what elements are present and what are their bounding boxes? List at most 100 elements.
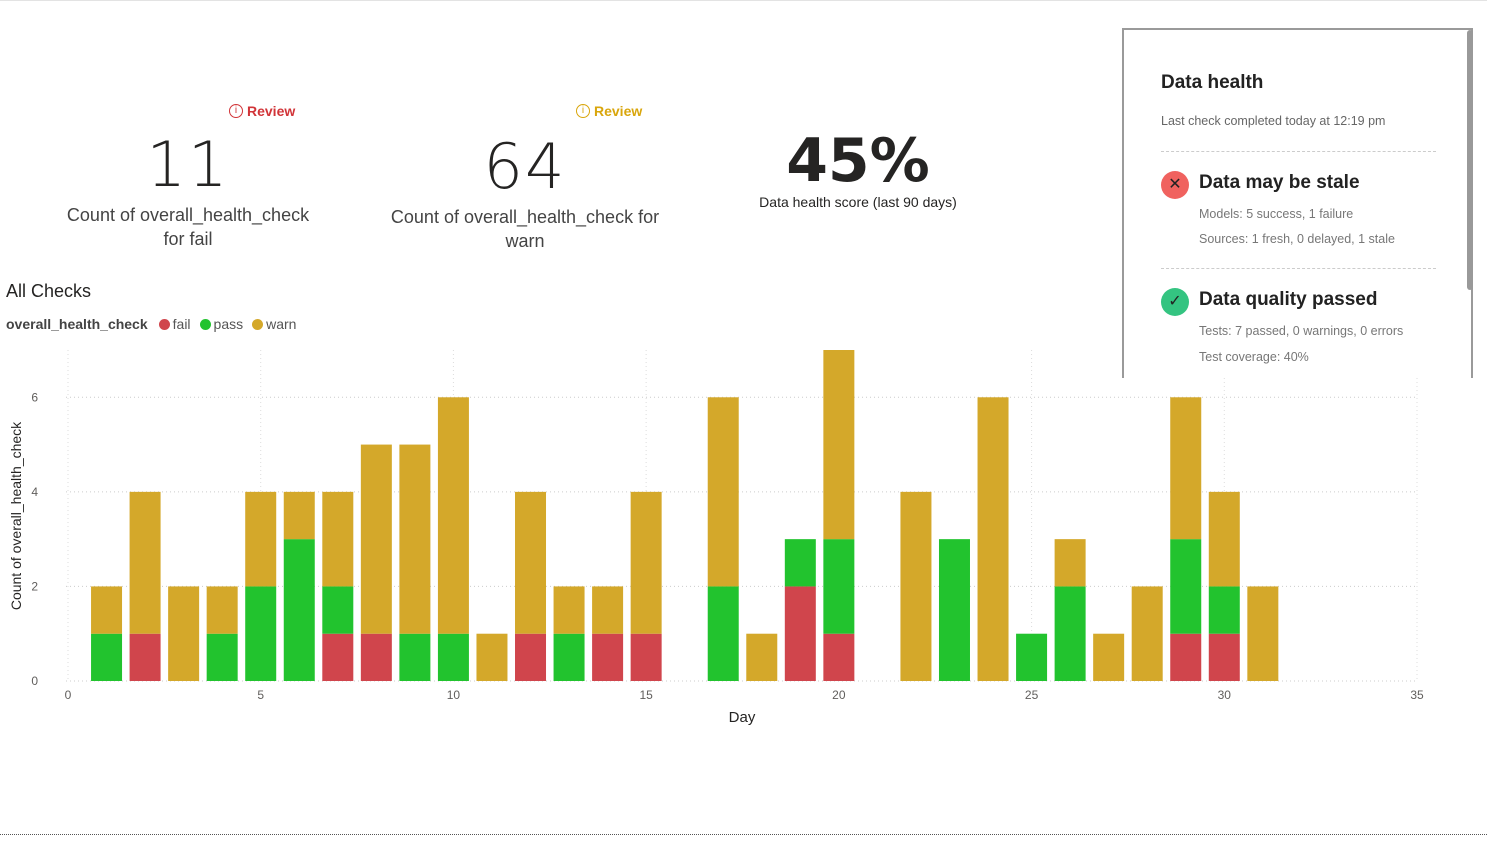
bar-pass-day-6[interactable]: [283, 539, 315, 681]
x-tick-label: 35: [1410, 688, 1424, 702]
panel-scrollbar[interactable]: [1467, 30, 1473, 290]
bar-pass-day-20[interactable]: [823, 539, 855, 634]
stale-title: Data may be stale: [1199, 172, 1360, 193]
bar-warn-day-10[interactable]: [437, 397, 469, 634]
sources-text: Sources: 1 fresh, 0 delayed, 1 stale: [1199, 232, 1395, 246]
fail-review-label: Review: [247, 103, 296, 119]
info-icon: i: [229, 104, 243, 118]
bar-warn-day-2[interactable]: [129, 491, 161, 634]
bar-warn-day-12[interactable]: [515, 491, 547, 634]
stacked-bar-chart: 0 2 4 6 0 5 10 15 20 25 30 35 Day Count of overall_…: [8, 350, 1424, 726]
bar-warn-day-27[interactable]: [1093, 633, 1125, 681]
y-tick-label: 2: [31, 579, 38, 593]
bar-warn-day-8[interactable]: [360, 444, 392, 634]
bar-warn-day-17[interactable]: [707, 397, 739, 587]
bar-fail-day-19[interactable]: [784, 586, 816, 681]
bar-fail-day-30[interactable]: [1208, 633, 1240, 681]
bar-pass-day-13[interactable]: [553, 633, 585, 681]
chart-title: All Checks: [6, 281, 92, 301]
legend-fail-label[interactable]: fail: [172, 316, 191, 332]
x-tick-label: 20: [832, 688, 846, 702]
y-axis-label: Count of overall_health_check: [8, 421, 24, 610]
bar-fail-day-20[interactable]: [823, 633, 855, 681]
tests-text: Tests: 7 passed, 0 warnings, 0 errors: [1199, 324, 1404, 338]
bar-fail-day-12[interactable]: [515, 633, 547, 681]
info-icon: i: [576, 104, 590, 118]
warn-caption-1: Count of overall_health_check for: [390, 207, 660, 227]
bar-pass-day-25[interactable]: [1016, 633, 1048, 681]
divider: [1161, 151, 1436, 152]
bar-pass-day-9[interactable]: [399, 633, 431, 681]
fail-kpi-card: 11 Count of overall_health_check for fai…: [40, 128, 336, 251]
chart-legend: overall_health_check fail pass warn: [6, 316, 296, 332]
bar-fail-day-8[interactable]: [360, 633, 392, 681]
bar-fail-day-14[interactable]: [592, 633, 624, 681]
tick-labels: 0 2 4 6 0 5 10 15 20 25 30 35: [31, 390, 1424, 702]
bar-pass-day-5[interactable]: [245, 586, 277, 681]
x-tick-label: 5: [257, 688, 264, 702]
health-score-caption: Data health score (last 90 days): [759, 194, 957, 210]
bar-warn-day-4[interactable]: [206, 586, 238, 634]
bar-warn-day-6[interactable]: [283, 491, 315, 540]
bar-warn-day-14[interactable]: [592, 586, 624, 634]
bar-warn-day-26[interactable]: [1054, 539, 1086, 587]
legend-warn-marker: [252, 318, 264, 330]
bar-warn-day-3[interactable]: [168, 586, 200, 681]
y-tick-label: 6: [31, 390, 38, 404]
bar-fail-day-7[interactable]: [322, 633, 354, 681]
bottom-divider: [0, 834, 1487, 835]
legend-pass-marker: [199, 318, 211, 330]
legend-title: overall_health_check: [6, 316, 148, 332]
bar-warn-day-29[interactable]: [1170, 397, 1202, 540]
fail-caption-2: for fail: [163, 229, 213, 249]
bar-warn-day-15[interactable]: [630, 491, 662, 634]
bar-fail-day-2[interactable]: [129, 633, 161, 681]
bar-warn-day-13[interactable]: [553, 586, 585, 634]
last-check-text: Last check completed today at 12:19 pm: [1161, 114, 1386, 128]
bar-warn-day-20[interactable]: [823, 350, 855, 540]
warn-caption-2: warn: [505, 231, 545, 251]
bar-warn-day-7[interactable]: [322, 491, 354, 587]
fail-review-badge[interactable]: i Review: [229, 103, 295, 119]
x-tick-label: 30: [1218, 688, 1232, 702]
bar-pass-day-1[interactable]: [91, 633, 123, 681]
warn-kpi-card: 64 Count of overall_health_check for war…: [370, 130, 680, 253]
score-kpi-card: 45% Data health score (last 90 days): [718, 126, 998, 210]
bar-pass-day-7[interactable]: [322, 586, 354, 634]
x-tick-label: 15: [639, 688, 653, 702]
bar-fail-day-29[interactable]: [1170, 633, 1202, 681]
bar-pass-day-17[interactable]: [707, 586, 739, 681]
legend-warn-label[interactable]: warn: [266, 316, 297, 332]
bar-warn-day-9[interactable]: [399, 444, 431, 634]
bar-pass-day-4[interactable]: [206, 633, 238, 681]
bar-warn-day-5[interactable]: [245, 491, 277, 587]
bar-warn-day-18[interactable]: [746, 633, 778, 681]
bar-pass-day-30[interactable]: [1208, 586, 1240, 634]
check-circle-icon: ✓: [1161, 288, 1189, 316]
bar-pass-day-23[interactable]: [938, 539, 970, 681]
bar-warn-day-1[interactable]: [91, 586, 123, 634]
coverage-text: Test coverage: 40%: [1199, 350, 1309, 364]
fail-count: 11: [146, 128, 230, 201]
data-health-panel: Data health Last check completed today a…: [1122, 28, 1473, 378]
models-text: Models: 5 success, 1 failure: [1199, 207, 1354, 221]
bar-warn-day-22[interactable]: [900, 491, 932, 681]
bar-warn-day-11[interactable]: [476, 633, 508, 681]
bar-pass-day-19[interactable]: [784, 539, 816, 587]
bar-pass-day-26[interactable]: [1054, 586, 1086, 681]
bar-warn-day-30[interactable]: [1208, 491, 1240, 587]
bar-warn-day-28[interactable]: [1131, 586, 1163, 681]
legend-pass-label[interactable]: pass: [213, 316, 244, 332]
bar-fail-day-15[interactable]: [630, 633, 662, 681]
x-axis-label: Day: [729, 709, 756, 726]
bar-warn-day-31[interactable]: [1247, 586, 1279, 681]
legend-fail-marker: [158, 318, 170, 330]
x-tick-label: 10: [447, 688, 461, 702]
divider: [1161, 268, 1436, 269]
bar-pass-day-29[interactable]: [1170, 539, 1202, 634]
bar-warn-day-24[interactable]: [977, 397, 1009, 681]
bar-pass-day-10[interactable]: [437, 633, 469, 681]
x-circle-icon: ✕: [1161, 171, 1189, 199]
warn-review-badge[interactable]: i Review: [576, 103, 642, 119]
quality-title: Data quality passed: [1199, 289, 1378, 310]
